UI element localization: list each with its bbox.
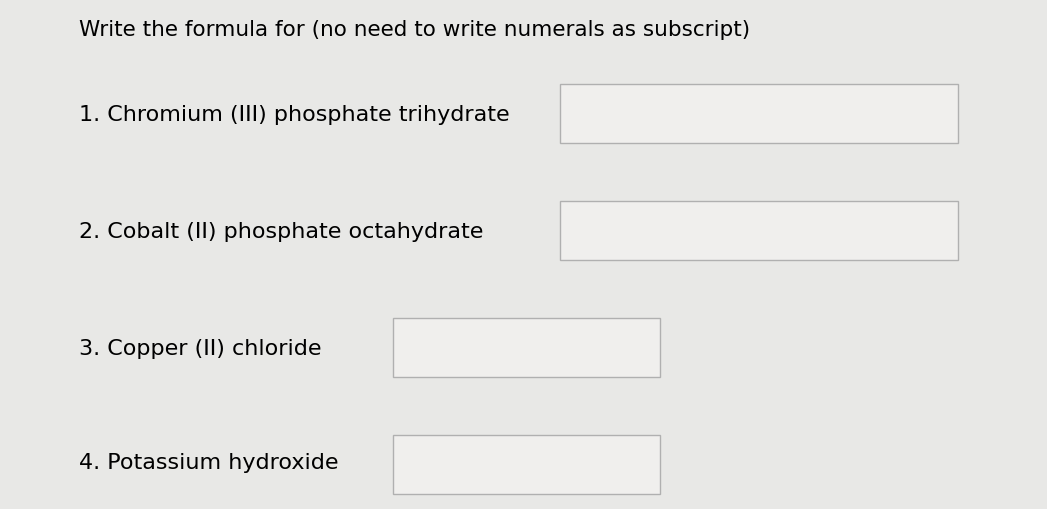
Text: 4. Potassium hydroxide: 4. Potassium hydroxide (79, 453, 338, 473)
Text: 2. Cobalt (II) phosphate octahydrate: 2. Cobalt (II) phosphate octahydrate (79, 221, 483, 242)
FancyBboxPatch shape (560, 201, 958, 260)
FancyBboxPatch shape (393, 435, 660, 494)
FancyBboxPatch shape (560, 84, 958, 143)
Text: Write the formula for (no need to write numerals as subscript): Write the formula for (no need to write … (79, 20, 750, 40)
Text: 3. Copper (II) chloride: 3. Copper (II) chloride (79, 338, 321, 359)
FancyBboxPatch shape (393, 318, 660, 377)
Text: 1. Chromium (III) phosphate trihydrate: 1. Chromium (III) phosphate trihydrate (79, 104, 509, 125)
